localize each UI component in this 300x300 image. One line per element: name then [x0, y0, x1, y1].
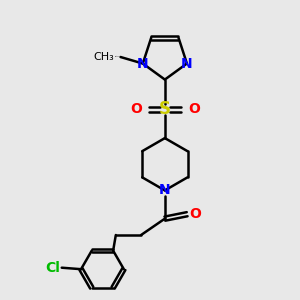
Text: O: O — [130, 102, 142, 116]
Text: O: O — [188, 102, 200, 116]
Text: N: N — [159, 183, 171, 197]
Text: CH₃: CH₃ — [93, 52, 114, 62]
Text: N: N — [137, 56, 148, 70]
Text: methyl: methyl — [115, 56, 119, 57]
Text: Cl: Cl — [45, 261, 60, 275]
Text: S: S — [159, 100, 171, 118]
Text: N: N — [181, 56, 193, 70]
Text: O: O — [190, 207, 201, 221]
